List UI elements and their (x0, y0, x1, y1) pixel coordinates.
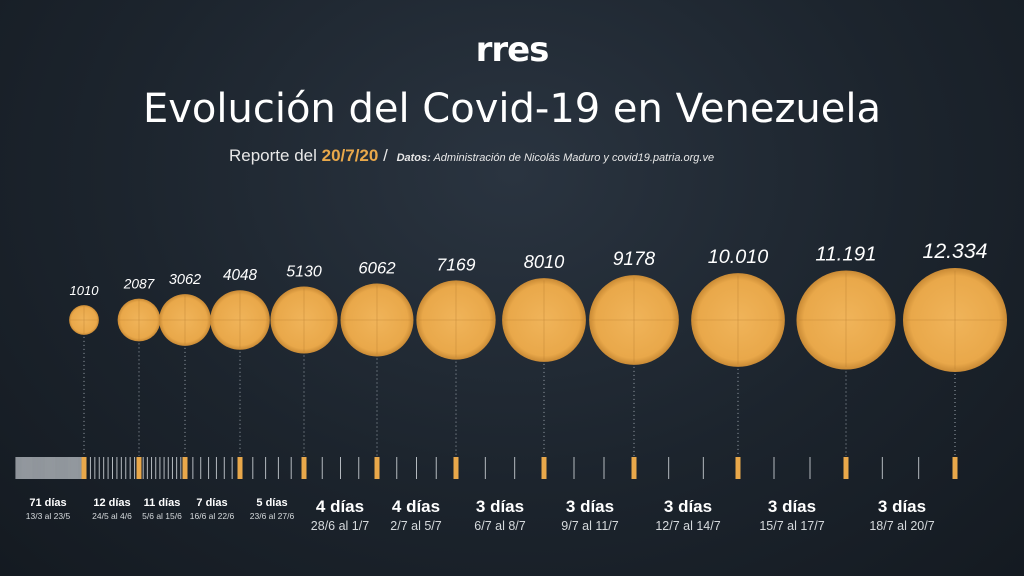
source-label: Datos: (396, 152, 431, 164)
source-text: Administración de Nicolás Maduro y covid… (433, 152, 715, 164)
bubble-value-label: 9178 (613, 249, 656, 270)
milestone-tick (81, 457, 87, 479)
bubble-value-label: 4048 (223, 267, 257, 284)
interval-days-label: 71 días (29, 497, 66, 509)
interval-range-label: 24/5 al 4/6 (92, 511, 132, 521)
chart-title: Evolución del Covid-19 en Venezuela (142, 86, 882, 132)
milestone-tick (843, 457, 849, 479)
interval-range-label: 28/6 al 1/7 (311, 519, 369, 533)
interval-days-label: 11 días (144, 497, 181, 509)
data-source: Datos: Administración de Nicolás Maduro … (397, 152, 715, 164)
interval-days-label: 4 días (392, 497, 440, 516)
interval-range-label: 15/7 al 17/7 (759, 519, 824, 533)
interval-days-label: 3 días (566, 497, 614, 516)
report-subtitle: Reporte del 20/7/20 / Datos: Administrac… (229, 146, 714, 166)
interval-days-label: 5 días (256, 497, 287, 509)
milestone-tick (541, 457, 547, 479)
interval-range-label: 16/6 al 22/6 (190, 511, 235, 521)
milestone-tick (136, 457, 142, 479)
interval-range-label: 18/7 al 20/7 (869, 519, 934, 533)
logo: rres (475, 30, 550, 70)
bubble-value-label: 6062 (358, 259, 396, 278)
bubble-value-label: 3062 (169, 272, 201, 288)
milestone-tick (631, 457, 637, 479)
milestone-tick (374, 457, 380, 479)
milestone-tick (301, 457, 307, 479)
milestone-tick (952, 457, 958, 479)
bubble-value-label: 7169 (437, 254, 476, 274)
interval-days-label: 3 días (476, 497, 524, 516)
bubble-value-label: 10.010 (708, 246, 768, 268)
interval-days-label: 3 días (664, 497, 712, 516)
bubble-value-label: 5130 (286, 263, 322, 280)
bubble-value-label: 1010 (70, 283, 100, 298)
bubble-value-label: 11.191 (815, 242, 876, 265)
interval-days-label: 3 días (878, 497, 926, 516)
milestone-tick (237, 457, 243, 479)
interval-days-label: 7 días (196, 497, 227, 509)
interval-days-label: 12 días (93, 497, 130, 509)
bubble-value-label: 2087 (123, 277, 156, 292)
interval-days-label: 4 días (316, 497, 364, 516)
interval-range-label: 2/7 al 5/7 (390, 519, 441, 533)
milestone-tick (182, 457, 188, 479)
milestone-tick (453, 457, 459, 479)
interval-range-label: 6/7 al 8/7 (474, 519, 525, 533)
interval-range-label: 5/6 al 15/6 (142, 511, 182, 521)
report-date: 20/7/20 (321, 146, 379, 165)
bubble-value-label: 8010 (524, 251, 565, 272)
separator: / (383, 146, 388, 165)
report-prefix: Reporte del (229, 146, 317, 165)
interval-range-label: 9/7 al 11/7 (561, 519, 619, 533)
interval-range-label: 12/7 al 14/7 (655, 519, 720, 533)
interval-range-label: 13/3 al 23/5 (26, 511, 71, 521)
bubble-value-label: 12.334 (923, 239, 988, 263)
milestone-tick (735, 457, 741, 479)
interval-range-label: 23/6 al 27/6 (250, 511, 295, 521)
interval-days-label: 3 días (768, 497, 816, 516)
